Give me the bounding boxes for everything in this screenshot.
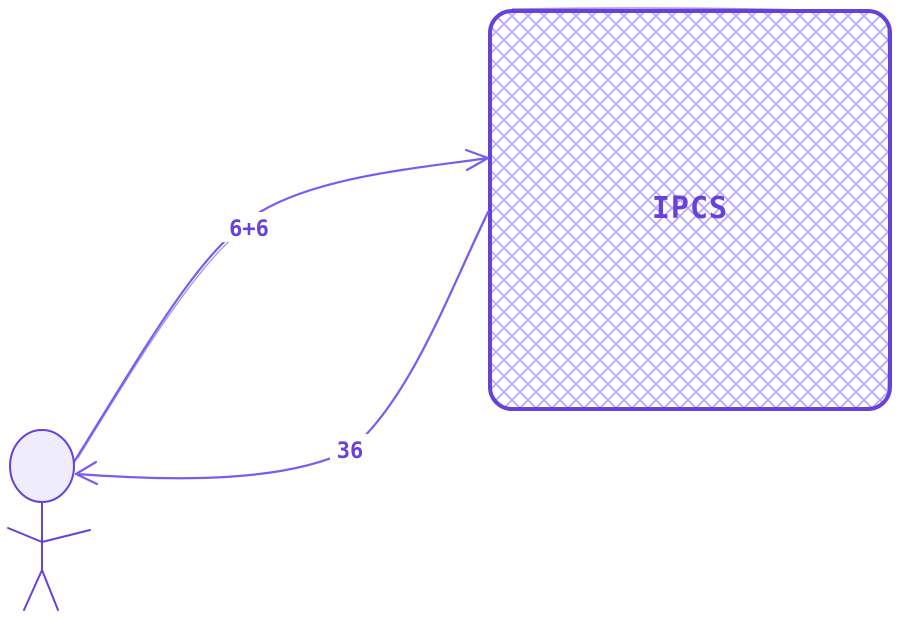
response-arrow[interactable] [74,210,490,486]
actor-figure[interactable] [7,429,91,611]
system-label: IPCS [652,191,728,226]
actor-legs [23,569,59,611]
actor-arms [7,527,91,543]
actor-head [9,429,75,503]
response-arrowhead-icon [74,460,99,486]
request-arrowhead-icon [464,148,490,172]
system-box[interactable]: IPCS [488,7,892,411]
response-label-bg [330,434,370,464]
request-label: 6+6 [229,217,269,242]
request-arrow[interactable] [72,148,490,464]
response-label: 36 [337,439,364,464]
request-label-bg [222,212,276,242]
